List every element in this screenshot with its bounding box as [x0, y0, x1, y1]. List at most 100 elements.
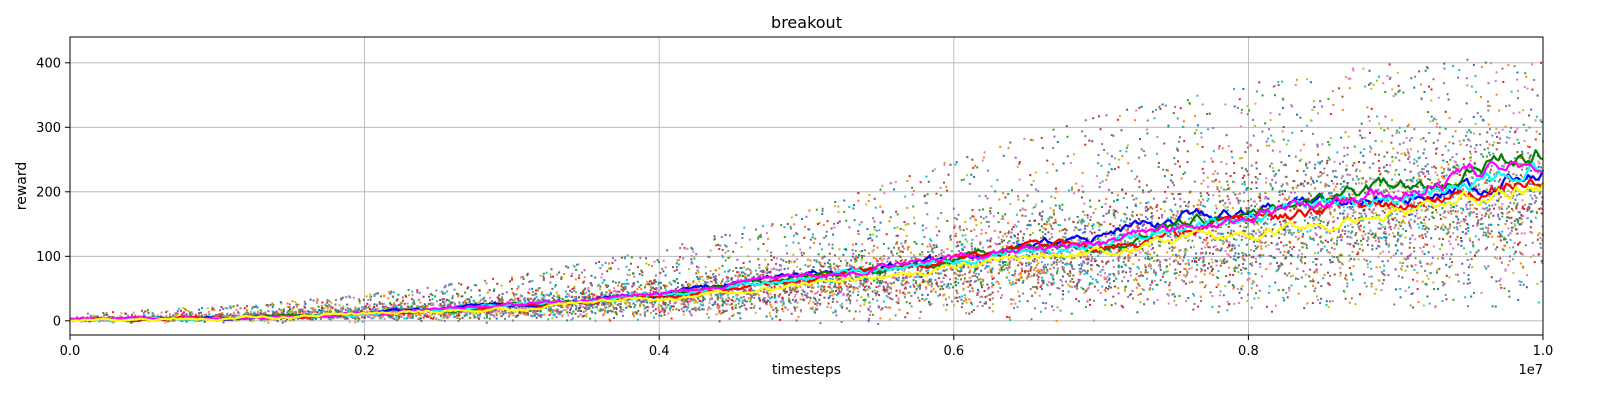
scatter-point — [800, 292, 803, 295]
scatter-point — [1070, 188, 1073, 191]
scatter-point — [919, 283, 921, 286]
scatter-point — [1472, 132, 1475, 135]
scatter-point — [1333, 160, 1336, 163]
scatter-point — [1397, 231, 1400, 234]
scatter-point — [1413, 201, 1416, 204]
scatter-point — [1490, 230, 1493, 233]
scatter-point — [644, 291, 647, 294]
scatter-point — [1017, 264, 1020, 267]
scatter-point — [1475, 208, 1478, 210]
scatter-point — [1174, 162, 1177, 165]
scatter-point — [1521, 199, 1524, 202]
scatter-point — [475, 312, 478, 314]
scatter-point — [1300, 276, 1303, 279]
scatter-point — [1328, 207, 1331, 210]
scatter-point — [363, 320, 366, 323]
scatter-point — [1341, 229, 1344, 232]
scatter-point — [1208, 112, 1211, 115]
scatter-point — [1329, 259, 1331, 261]
scatter-point — [1118, 256, 1121, 259]
scatter-point — [946, 189, 948, 192]
scatter-point — [1166, 293, 1169, 296]
scatter-point — [1444, 294, 1447, 296]
scatter-point — [1071, 267, 1074, 270]
scatter-point — [1076, 287, 1079, 290]
scatter-point — [1144, 209, 1147, 212]
scatter-point — [887, 306, 890, 309]
scatter-point — [1517, 242, 1520, 245]
scatter-point — [1457, 76, 1459, 79]
scatter-point — [1215, 248, 1218, 251]
scatter-point — [1307, 181, 1310, 184]
scatter-point — [1444, 210, 1446, 213]
scatter-point — [1332, 226, 1335, 229]
scatter-point — [461, 295, 464, 298]
scatter-point — [1380, 127, 1383, 130]
scatter-point — [1146, 209, 1149, 212]
scatter-point — [449, 302, 452, 305]
scatter-point — [790, 216, 793, 219]
scatter-point — [932, 288, 935, 291]
scatter-point — [1055, 263, 1058, 266]
scatter-point — [617, 268, 620, 270]
scatter-point — [771, 317, 774, 320]
scatter-point — [945, 268, 948, 271]
scatter-point — [464, 291, 466, 294]
scatter-point — [1199, 192, 1202, 195]
scatter-point — [991, 282, 993, 285]
scatter-point — [1497, 180, 1500, 183]
scatter-point — [932, 244, 935, 246]
scatter-point — [1024, 271, 1027, 274]
scatter-point — [874, 206, 877, 209]
scatter-point — [322, 310, 325, 313]
scatter-point — [977, 290, 980, 293]
scatter-point — [1413, 86, 1416, 89]
scatter-point — [507, 311, 510, 314]
scatter-point — [1268, 254, 1271, 257]
scatter-point — [1086, 225, 1089, 227]
scatter-point — [535, 292, 538, 295]
scatter-point — [1382, 166, 1385, 169]
scatter-point — [1090, 260, 1093, 262]
scatter-point — [1143, 271, 1146, 274]
scatter-point — [1218, 194, 1221, 197]
scatter-point — [293, 306, 295, 309]
scatter-point — [1017, 233, 1019, 236]
scatter-point — [1100, 269, 1103, 272]
scatter-point — [393, 291, 395, 294]
scatter-point — [1299, 183, 1302, 186]
scatter-point — [1231, 245, 1234, 248]
scatter-point — [1518, 211, 1521, 214]
scatter-point — [1508, 104, 1511, 107]
scatter-point — [1169, 263, 1171, 266]
scatter-point — [1132, 198, 1135, 201]
scatter-point — [815, 260, 818, 263]
scatter-point — [1153, 269, 1155, 272]
scatter-point — [1286, 296, 1289, 299]
scatter-point — [908, 275, 911, 278]
scatter-point — [1232, 191, 1235, 194]
scatter-point — [1104, 272, 1106, 275]
scatter-point — [526, 274, 529, 277]
scatter-point — [795, 288, 798, 291]
scatter-point — [901, 279, 904, 282]
scatter-point — [857, 230, 860, 233]
scatter-point — [1199, 295, 1202, 298]
scatter-point — [1013, 258, 1015, 261]
scatter-point — [979, 296, 982, 298]
scatter-point — [1017, 198, 1020, 201]
scatter-point — [722, 309, 725, 312]
scatter-point — [298, 312, 301, 314]
scatter-point — [784, 292, 787, 295]
scatter-point — [346, 303, 349, 306]
scatter-point — [1430, 88, 1433, 91]
scatter-point — [1182, 259, 1184, 262]
scatter-point — [1508, 260, 1511, 263]
scatter-point — [1172, 213, 1175, 216]
scatter-point — [1422, 152, 1425, 155]
scatter-point — [1254, 205, 1257, 208]
scatter-point — [1364, 191, 1366, 194]
scatter-point — [727, 290, 730, 292]
scatter-point — [1277, 169, 1280, 172]
scatter-point — [1372, 83, 1375, 86]
